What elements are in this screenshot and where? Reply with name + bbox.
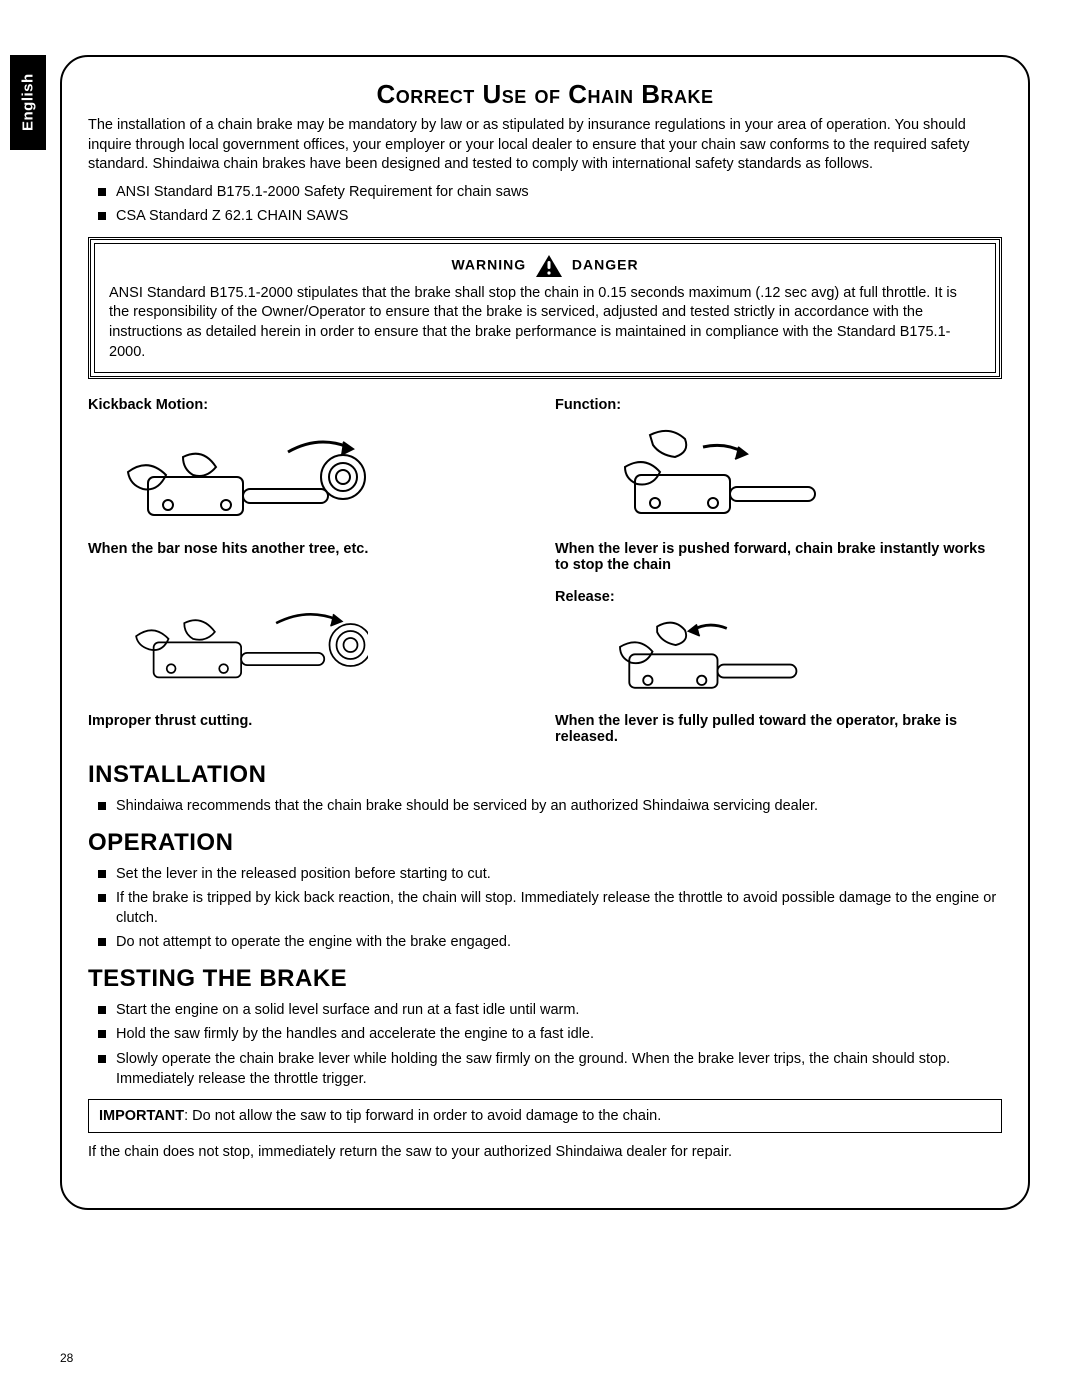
page-number: 28 bbox=[60, 1351, 73, 1365]
operation-list: Set the lever in the released position b… bbox=[88, 865, 1002, 953]
important-text: : Do not allow the saw to tip forward in… bbox=[184, 1108, 661, 1124]
warning-triangle-icon bbox=[535, 254, 563, 278]
kickback-caption: When the bar nose hits another tree, etc… bbox=[88, 541, 535, 557]
testing-heading: TESTING THE BRAKE bbox=[88, 965, 1002, 993]
figure-kickback: Kickback Motion: bbox=[88, 393, 535, 577]
testing-list: Start the engine on a solid level surfac… bbox=[88, 1001, 1002, 1089]
warning-text: ANSI Standard B175.1-2000 stipulates tha… bbox=[109, 284, 981, 362]
thrust-illustration bbox=[88, 585, 368, 705]
page: English Correct Use of Chain Brake The i… bbox=[0, 0, 1080, 1397]
language-tab: English bbox=[10, 55, 46, 150]
installation-list: Shindaiwa recommends that the chain brak… bbox=[88, 797, 1002, 817]
function-caption: When the lever is pushed forward, chain … bbox=[555, 541, 1002, 573]
page-title: Correct Use of Chain Brake bbox=[88, 79, 1002, 110]
standards-list: ANSI Standard B175.1-2000 Safety Require… bbox=[88, 183, 1002, 227]
list-item: Hold the saw firmly by the handles and a… bbox=[116, 1025, 1002, 1045]
list-item: Start the engine on a solid level surfac… bbox=[116, 1001, 1002, 1021]
important-label: IMPORTANT bbox=[99, 1108, 184, 1124]
warning-box-inner: WARNING DANGER ANSI Standard B175.1-2000… bbox=[94, 243, 996, 373]
release-label: Release: bbox=[555, 589, 1002, 605]
figure-row-1: Kickback Motion: bbox=[88, 393, 1002, 577]
warning-label-right: DANGER bbox=[572, 257, 639, 273]
list-item: Do not attempt to operate the engine wit… bbox=[116, 933, 1002, 953]
closing-text: If the chain does not stop, immediately … bbox=[88, 1143, 1002, 1163]
function-label: Function: bbox=[555, 397, 1002, 413]
installation-heading: INSTALLATION bbox=[88, 761, 1002, 789]
important-box: IMPORTANT: Do not allow the saw to tip f… bbox=[88, 1099, 1002, 1133]
list-item: Set the lever in the released position b… bbox=[116, 865, 1002, 885]
operation-heading: OPERATION bbox=[88, 829, 1002, 857]
standard-item: CSA Standard Z 62.1 CHAIN SAWS bbox=[116, 207, 1002, 227]
thrust-caption: Improper thrust cutting. bbox=[88, 713, 535, 729]
function-illustration bbox=[555, 417, 835, 537]
kickback-illustration bbox=[88, 417, 368, 537]
main-frame: Correct Use of Chain Brake The installat… bbox=[60, 55, 1030, 1210]
warning-label-left: WARNING bbox=[451, 257, 526, 273]
warning-header: WARNING DANGER bbox=[109, 254, 981, 278]
release-illustration bbox=[555, 609, 815, 709]
warning-box: WARNING DANGER ANSI Standard B175.1-2000… bbox=[88, 237, 1002, 379]
figure-release: Release: When the lever is fully pu bbox=[555, 585, 1002, 749]
kickback-label: Kickback Motion: bbox=[88, 397, 535, 413]
release-caption: When the lever is fully pulled toward th… bbox=[555, 713, 1002, 745]
standard-item: ANSI Standard B175.1-2000 Safety Require… bbox=[116, 183, 1002, 203]
list-item: Shindaiwa recommends that the chain brak… bbox=[116, 797, 1002, 817]
list-item: If the brake is tripped by kick back rea… bbox=[116, 889, 1002, 928]
intro-paragraph: The installation of a chain brake may be… bbox=[88, 116, 1002, 175]
list-item: Slowly operate the chain brake lever whi… bbox=[116, 1050, 1002, 1089]
figure-thrust: Improper thrust cutting. bbox=[88, 585, 535, 749]
figure-row-2: Improper thrust cutting. Release: bbox=[88, 585, 1002, 749]
figure-function: Function: bbox=[555, 393, 1002, 577]
